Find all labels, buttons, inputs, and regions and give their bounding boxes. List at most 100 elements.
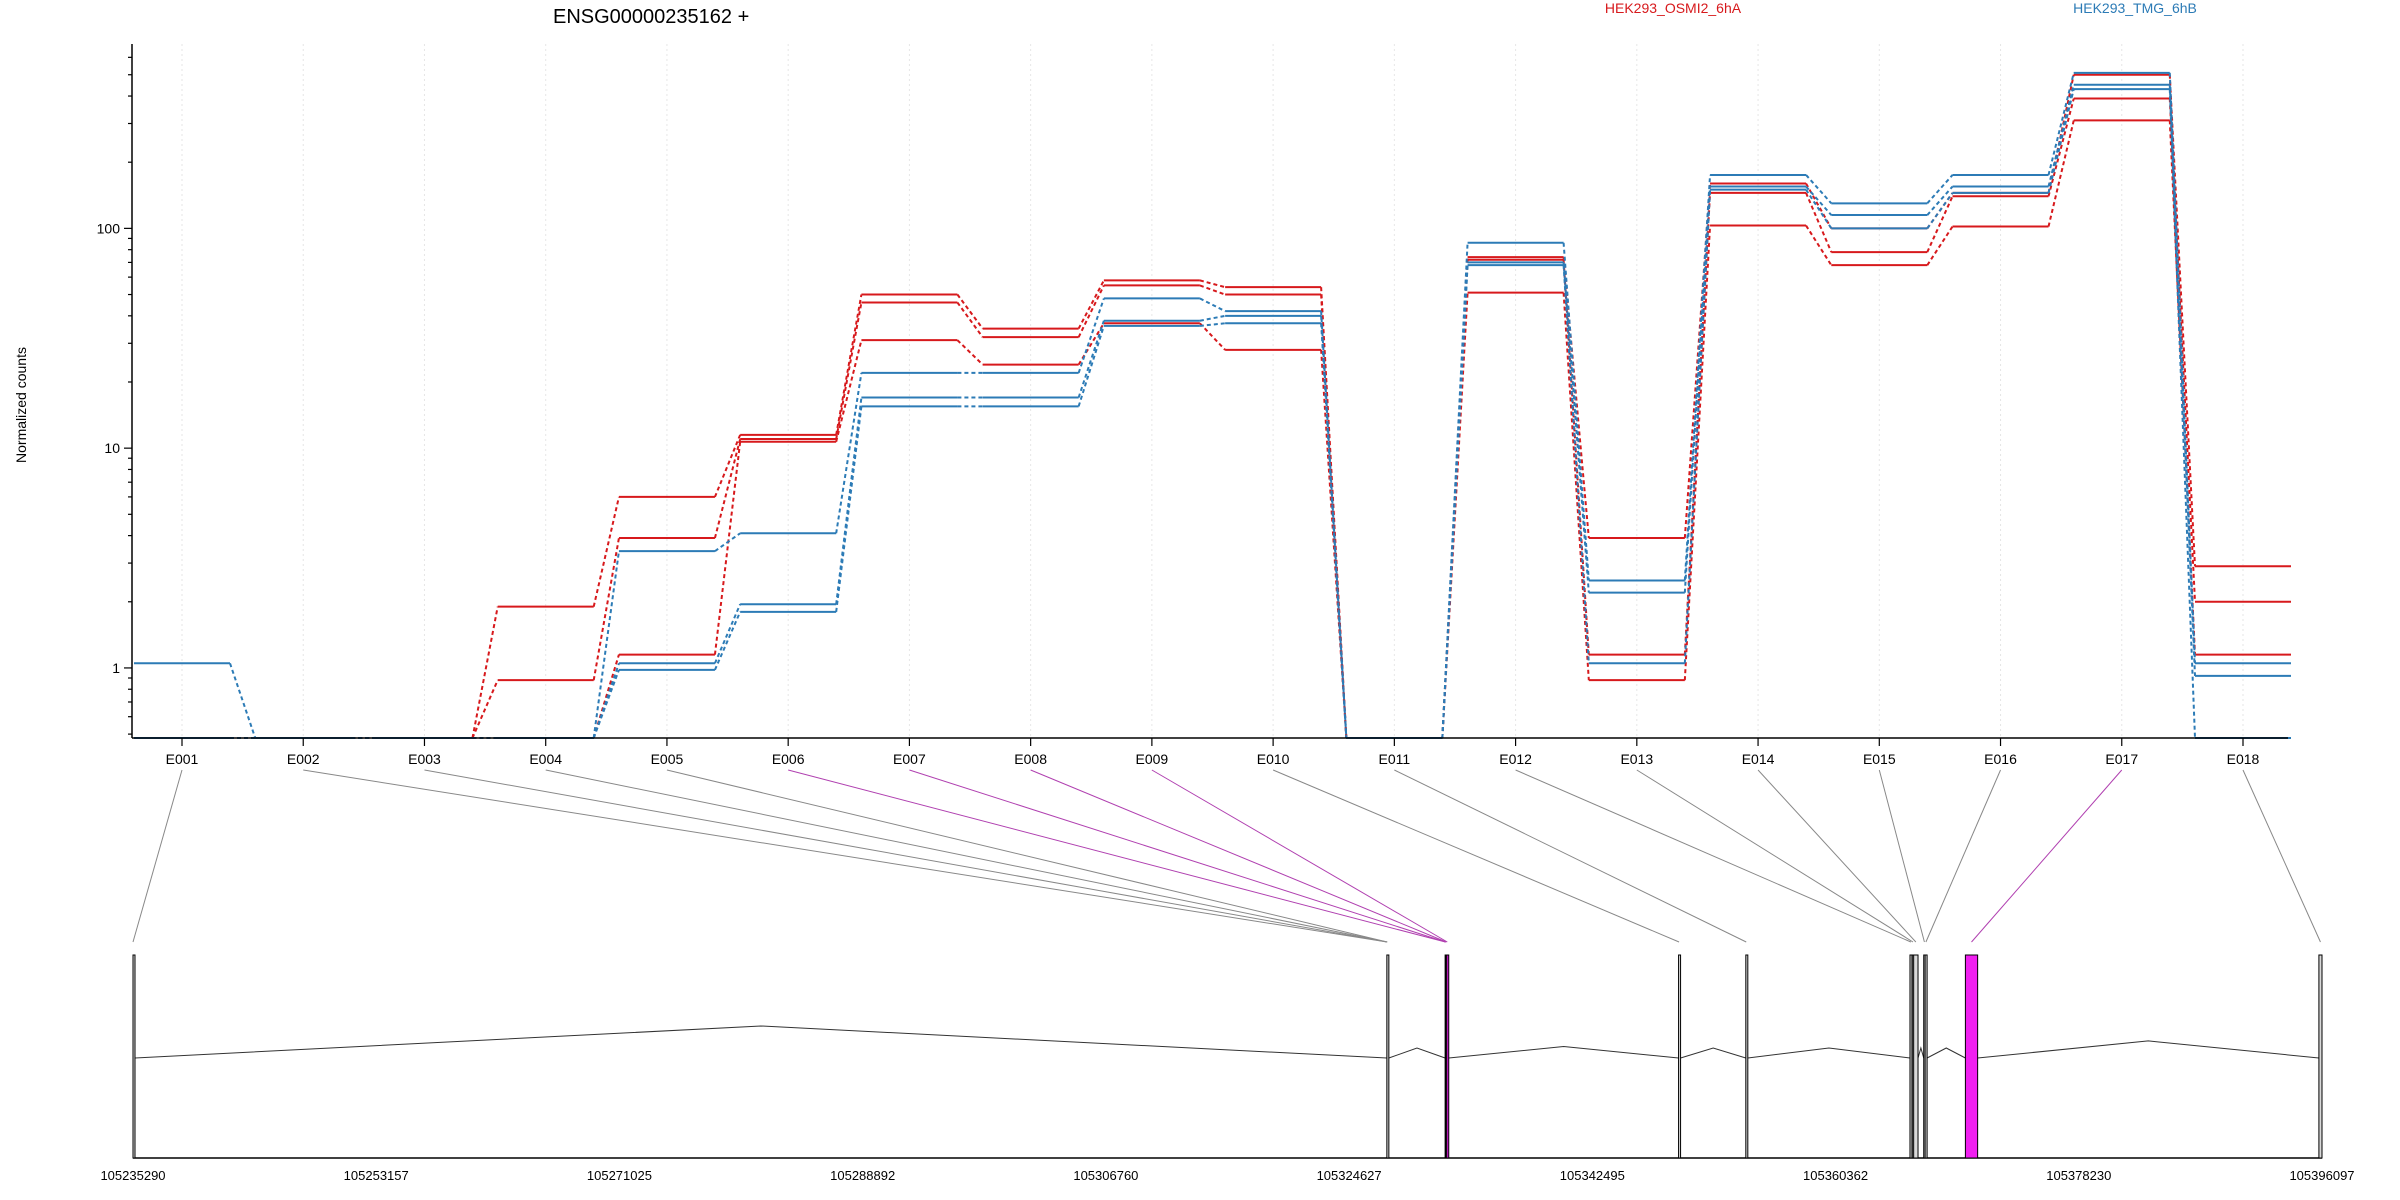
series-1-link-16	[2047, 74, 2075, 194]
connector-e002	[303, 769, 1388, 943]
intron-1	[134, 1025, 1387, 1059]
series-4-link-16	[2047, 72, 2075, 176]
series-2-link-7	[956, 301, 984, 338]
series-2-link-15	[1926, 195, 1954, 253]
series-3-link-13	[1683, 225, 1712, 681]
x-tick-label-e005: E005	[651, 751, 684, 767]
series-2-link-14	[1805, 192, 1833, 253]
series-3-link-14	[1805, 225, 1833, 266]
series-lines	[134, 71, 2291, 739]
series-1-link-6	[835, 294, 863, 435]
series-2-link-9	[1199, 284, 1226, 296]
series-6-link-4	[592, 669, 620, 739]
intron-10	[1917, 1046, 1925, 1059]
x-tick-label-e014: E014	[1742, 751, 1775, 767]
intron-2	[1388, 1047, 1446, 1059]
series-3-link-9	[1199, 322, 1226, 351]
series-3-link-12	[1562, 292, 1590, 681]
exon-block-e010	[1678, 954, 1682, 1159]
connector-e010	[1272, 769, 1680, 943]
series-6-link-12	[1562, 265, 1590, 664]
series-5-link-15	[1926, 185, 1954, 216]
series-6-link-5	[714, 611, 742, 671]
series-4-link-1	[229, 662, 257, 739]
series-2-link-4	[592, 537, 620, 681]
legend-label-tmg: HEK293_TMG_6hB	[2073, 0, 2197, 16]
exon-block-e002	[1386, 954, 1390, 1159]
connector-e017	[1971, 769, 2123, 943]
x-tick-label-e001: E001	[166, 751, 199, 767]
connector-e011	[1394, 769, 1747, 943]
genomic-coordinate-label-3: 105271025	[587, 1168, 652, 1183]
plot-axes: 1 10 100 E001 E002 E003 E004 E005 E006 E007 E008 E0…	[97, 44, 2288, 767]
intron-13	[1977, 1040, 2319, 1059]
series-5-link-12	[1562, 262, 1590, 593]
connector-e014	[1757, 769, 1917, 943]
exon-connectors	[132, 769, 2321, 943]
connector-e007	[909, 769, 1446, 943]
series-6-link-10	[1320, 323, 1348, 739]
x-tick-label-e012: E012	[1499, 751, 1532, 767]
series-1-link-17	[2168, 74, 2196, 567]
series-3-link-5	[713, 441, 742, 655]
connector-e006	[788, 769, 1446, 943]
connector-e015	[1878, 769, 1925, 943]
x-tick-label-e007: E007	[893, 751, 926, 767]
intron-5	[1448, 1046, 1679, 1059]
genomic-coordinate-label-5: 105306760	[1073, 1168, 1138, 1183]
series-1-link-7	[956, 293, 984, 330]
series-6-link-17	[2168, 89, 2196, 739]
intron-12	[1926, 1047, 1966, 1059]
y-tick-label-100: 100	[97, 220, 121, 236]
intron-7	[1747, 1047, 1911, 1059]
exon-block-e018	[2318, 954, 2323, 1159]
exon-block-e017	[1964, 954, 1979, 1159]
series-5-link-16	[2047, 84, 2075, 187]
x-tick-label-e016: E016	[1984, 751, 2017, 767]
x-tick-label-e008: E008	[1014, 751, 1047, 767]
series-5-link-14	[1805, 185, 1833, 216]
genomic-coordinate-label-6: 105324627	[1317, 1168, 1382, 1183]
connector-e009	[1151, 769, 1448, 943]
y-tick-label-1: 1	[112, 660, 120, 676]
connector-e012	[1515, 769, 1912, 943]
exon-block-e016	[1924, 954, 1928, 1159]
connector-e018	[2242, 769, 2321, 943]
series-1-link-9	[1199, 279, 1226, 289]
series-3-link-7	[956, 339, 984, 366]
series-2-link-5	[713, 438, 742, 539]
series-5-link-9	[1199, 314, 1226, 322]
series-5-link-4	[592, 662, 620, 739]
connector-e004	[545, 769, 1388, 943]
exon-block-e012	[1909, 954, 1913, 1159]
series-6-link-14	[1805, 189, 1833, 229]
x-tick-label-e004: E004	[529, 751, 562, 767]
series-2-link-3	[471, 679, 499, 739]
series-4-link-14	[1805, 174, 1833, 204]
series-2-link-8	[1077, 284, 1105, 338]
x-tick-label-e003: E003	[408, 751, 441, 767]
genomic-coordinate-label-7: 105342495	[1560, 1168, 1625, 1183]
genomic-coordinate-label-9: 105378230	[2046, 1168, 2111, 1183]
x-tick-label-e009: E009	[1136, 751, 1169, 767]
genomic-coordinate-label-8: 105360362	[1803, 1168, 1868, 1183]
exon-block-e009	[1446, 954, 1450, 1159]
legend-label-osmi2: HEK293_OSMI2_6hA	[1605, 0, 1742, 16]
series-5-link-5	[714, 603, 742, 664]
genomic-coordinate-label-4: 105288892	[830, 1168, 895, 1183]
chart-title: ENSG00000235162 +	[553, 6, 749, 28]
grid-lines	[181, 44, 2244, 738]
series-3-link-6	[835, 339, 863, 442]
series-2	[134, 97, 2291, 739]
series-3-link-15	[1926, 225, 1954, 266]
series-6-link-13	[1683, 189, 1712, 664]
connector-e008	[1030, 769, 1447, 943]
genomic-coordinate-label-1: 105235290	[100, 1168, 165, 1183]
series-1-link-4	[592, 496, 620, 607]
series-4-link-12	[1562, 242, 1590, 581]
series-4-link-4	[592, 550, 620, 739]
connector-e005	[666, 769, 1388, 943]
series-4-link-15	[1926, 174, 1954, 204]
series-4-link-6	[835, 372, 863, 534]
connector-e016	[1925, 769, 2001, 943]
